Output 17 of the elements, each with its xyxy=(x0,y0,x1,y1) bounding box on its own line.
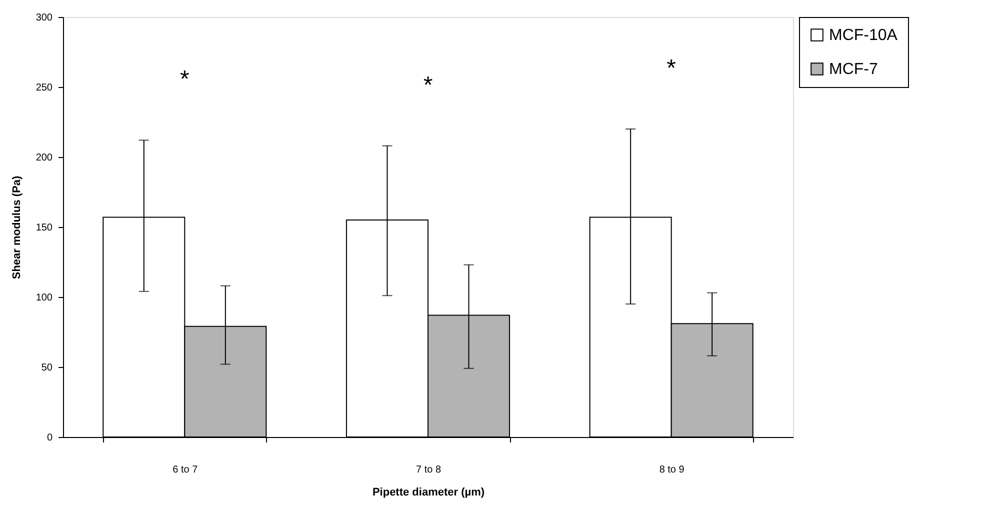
legend-label: MCF-7 xyxy=(829,61,878,78)
x-axis-title: Pipette diameter (µm) xyxy=(372,486,485,498)
x-tick-label: 6 to 7 xyxy=(172,464,198,476)
y-tick-label: 200 xyxy=(36,152,53,164)
y-tick-label: 100 xyxy=(36,292,53,304)
annotation: * xyxy=(666,55,676,82)
y-tick-label: 0 xyxy=(46,432,53,444)
y-tick-label: 300 xyxy=(36,12,53,24)
y-axis-title: Shear modulus (Pa) xyxy=(10,176,23,280)
legend-label: MCF-10A xyxy=(829,27,898,44)
x-tick-label: 8 to 9 xyxy=(659,464,685,476)
x-tick-label: 7 to 8 xyxy=(416,464,442,476)
y-tick-label: 150 xyxy=(36,222,53,234)
y-tick-label: 250 xyxy=(36,82,53,94)
y-tick-label: 50 xyxy=(41,362,53,374)
annotation: * xyxy=(180,66,190,94)
annotation: * xyxy=(423,72,433,99)
